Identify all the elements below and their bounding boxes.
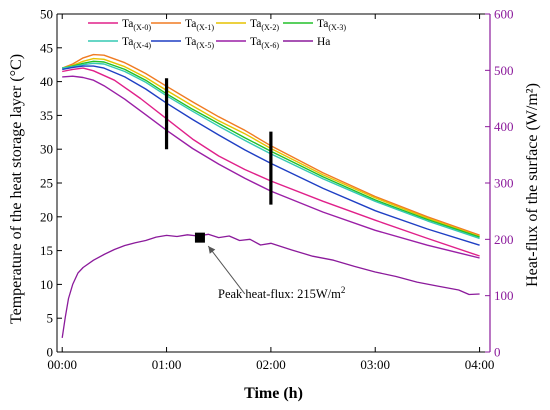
annotation-superscript: 2: [341, 285, 346, 295]
y-right-tick-label: 0: [494, 345, 501, 360]
legend-label: Ta(X-6): [250, 36, 279, 50]
legend-label: Ta(X-4): [122, 36, 151, 50]
annotation-arrow-line: [207, 245, 246, 295]
y-left-tick-label: 25: [40, 176, 53, 191]
y-right-tick-label: 200: [494, 232, 514, 247]
y-left-tick-label: 5: [47, 311, 54, 326]
y-left-tick-label: 40: [40, 74, 53, 89]
series-line-ta-x-1: [61, 53, 480, 236]
legend-label: Ta(X-1): [185, 18, 214, 32]
legend-label: Ha: [317, 36, 330, 48]
series-line-ta-x-4: [62, 62, 480, 240]
x-axis-title: Time (h): [244, 385, 303, 402]
series-line-ta-x-3: [62, 60, 480, 238]
legend: Ta(X-0) Ta(X-1) Ta(X-2) Ta(X-3) Ta(X-4) Ta(X-…: [88, 18, 346, 50]
series-line-ha: [61, 233, 480, 338]
x-tick-label: 00:00: [47, 357, 77, 372]
y-left-tick-label: 45: [40, 40, 53, 55]
x-tick-label: 03:00: [360, 357, 390, 372]
series-line-ta-x-6: [62, 75, 480, 259]
y-right-tick-label: 100: [494, 288, 514, 303]
y-right-tick-label: 300: [494, 176, 514, 191]
y-left-tick-label: 20: [40, 209, 53, 224]
peak-point-marker: [194, 232, 205, 243]
x-tick-label: 04:00: [465, 357, 495, 372]
y-left-tick-label: 35: [40, 108, 53, 123]
y-right-tick-label: 600: [494, 7, 514, 22]
x-tick-label: 02:00: [256, 357, 286, 372]
y-right-tick-label: 400: [494, 119, 514, 134]
y-left-axis-title: Temperature of the heat storage layer (°…: [8, 54, 25, 324]
legend-label: Ta(X-3): [317, 18, 346, 32]
series-line-ta-x-5: [62, 65, 480, 246]
series-layer: [61, 53, 480, 338]
y-left-tick-label: 0: [47, 345, 54, 360]
y-left-tick-label: 30: [40, 142, 53, 157]
y-left-tick-label: 50: [40, 7, 53, 22]
y-right-axis-title: Heat-flux of the surface (W/m²): [524, 83, 541, 287]
annotation-arrow-head: [208, 246, 216, 254]
y-left-tick-label: 10: [40, 277, 53, 292]
y-left-tick-label: 15: [40, 243, 53, 258]
series-line-ta-x-2: [62, 57, 480, 238]
legend-label: Ta(X-0): [122, 18, 151, 32]
x-tick-label: 01:00: [152, 357, 182, 372]
y-right-tick-label: 500: [494, 63, 514, 78]
axes-layer: 00:00 01:00 02:00 03:00 04:00051015202530354…: [8, 7, 541, 403]
series-line-ta-x-0: [62, 67, 480, 257]
annotation-text: Peak heat-flux: 215W/m2: [218, 285, 345, 301]
legend-label: Ta(X-2): [250, 18, 279, 32]
legend-label: Ta(X-5): [185, 36, 214, 50]
markers-layer: Peak heat-flux: 215W/m2: [164, 78, 345, 301]
